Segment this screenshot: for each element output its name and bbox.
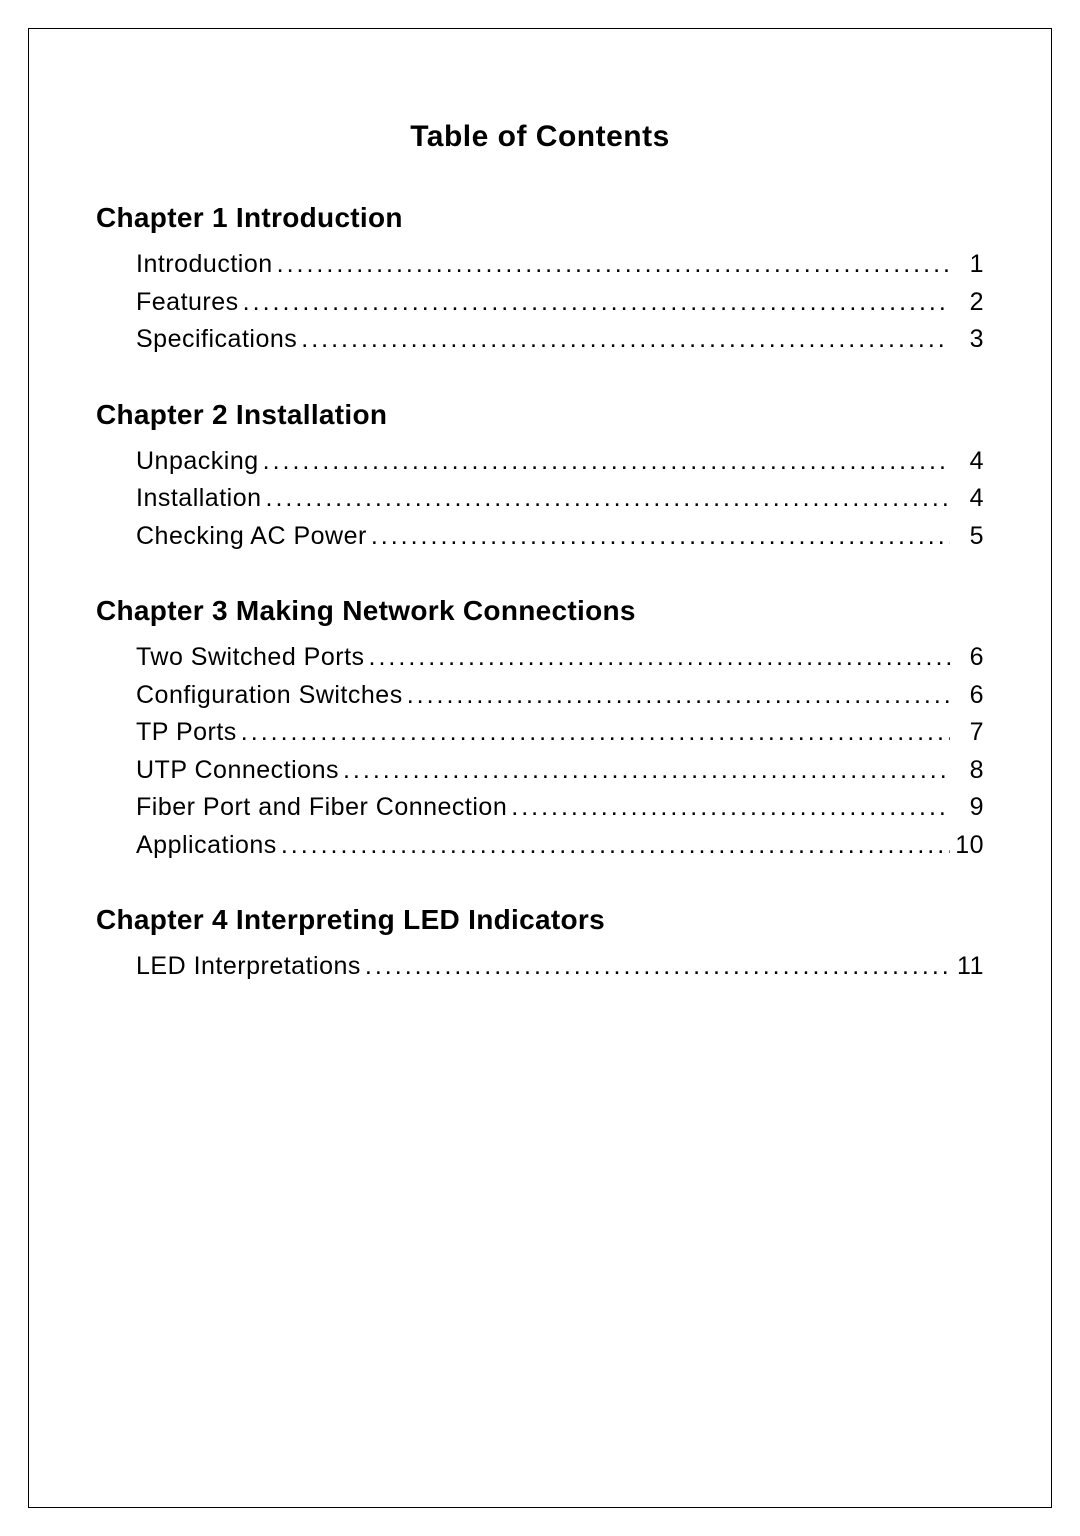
chapter-4: Chapter 4 Interpreting LED Indicators LE… (96, 904, 984, 986)
chapter-heading: Chapter 4 Interpreting LED Indicators (96, 904, 984, 936)
toc-entry: LED Interpretations 11 (96, 948, 984, 986)
chapters-container: Chapter 1 Introduction Introduction 1 Fe… (90, 202, 990, 986)
toc-entry: Features 2 (96, 284, 984, 322)
toc-page: 4 (954, 480, 984, 518)
toc-entry: Introduction 1 (96, 246, 984, 284)
toc-page: 3 (954, 321, 984, 359)
toc-entry: Two Switched Ports 6 (96, 639, 984, 677)
toc-page: 10 (954, 827, 984, 865)
toc-entry: Configuration Switches 6 (96, 677, 984, 715)
toc-label: Specifications (136, 321, 297, 359)
toc-label: Checking AC Power (136, 518, 367, 556)
toc-entry: Specifications 3 (96, 321, 984, 359)
chapter-1: Chapter 1 Introduction Introduction 1 Fe… (96, 202, 984, 359)
toc-page: 1 (954, 246, 984, 284)
toc-page: 5 (954, 518, 984, 556)
toc-label: Fiber Port and Fiber Connection (136, 789, 507, 827)
toc-leader (369, 639, 950, 677)
toc-entry: UTP Connections 8 (96, 752, 984, 790)
toc-leader (301, 321, 950, 359)
toc-leader (241, 714, 950, 752)
toc-label: Unpacking (136, 443, 259, 481)
toc-leader (407, 677, 950, 715)
toc-leader (263, 443, 950, 481)
toc-page: 4 (954, 443, 984, 481)
chapter-heading: Chapter 1 Introduction (96, 202, 984, 234)
toc-label: UTP Connections (136, 752, 339, 790)
toc-leader (277, 246, 950, 284)
toc-entry: Applications 10 (96, 827, 984, 865)
toc-leader (365, 948, 950, 986)
toc-label: Configuration Switches (136, 677, 403, 715)
toc-leader (343, 752, 950, 790)
toc-leader (371, 518, 950, 556)
chapter-heading: Chapter 3 Making Network Connections (96, 595, 984, 627)
chapter-2: Chapter 2 Installation Unpacking 4 Insta… (96, 399, 984, 556)
toc-page: 7 (954, 714, 984, 752)
chapter-3: Chapter 3 Making Network Connections Two… (96, 595, 984, 864)
page-title: Table of Contents (90, 120, 990, 154)
toc-leader (243, 284, 950, 322)
toc-leader (511, 789, 950, 827)
toc-entry: Fiber Port and Fiber Connection 9 (96, 789, 984, 827)
chapter-heading: Chapter 2 Installation (96, 399, 984, 431)
toc-entry: TP Ports 7 (96, 714, 984, 752)
toc-page: 6 (954, 639, 984, 677)
toc-leader (281, 827, 950, 865)
toc-label: Applications (136, 827, 277, 865)
toc-label: Introduction (136, 246, 273, 284)
toc-label: LED Interpretations (136, 948, 361, 986)
toc-entry: Checking AC Power 5 (96, 518, 984, 556)
toc-page: 11 (954, 948, 984, 986)
toc-page: 8 (954, 752, 984, 790)
toc-label: Two Switched Ports (136, 639, 365, 677)
toc-page: 9 (954, 789, 984, 827)
toc-leader (266, 480, 950, 518)
toc-page: 6 (954, 677, 984, 715)
toc-entry: Installation 4 (96, 480, 984, 518)
toc-entry: Unpacking 4 (96, 443, 984, 481)
toc-label: Installation (136, 480, 262, 518)
toc-label: Features (136, 284, 239, 322)
toc-page: 2 (954, 284, 984, 322)
toc-label: TP Ports (136, 714, 237, 752)
